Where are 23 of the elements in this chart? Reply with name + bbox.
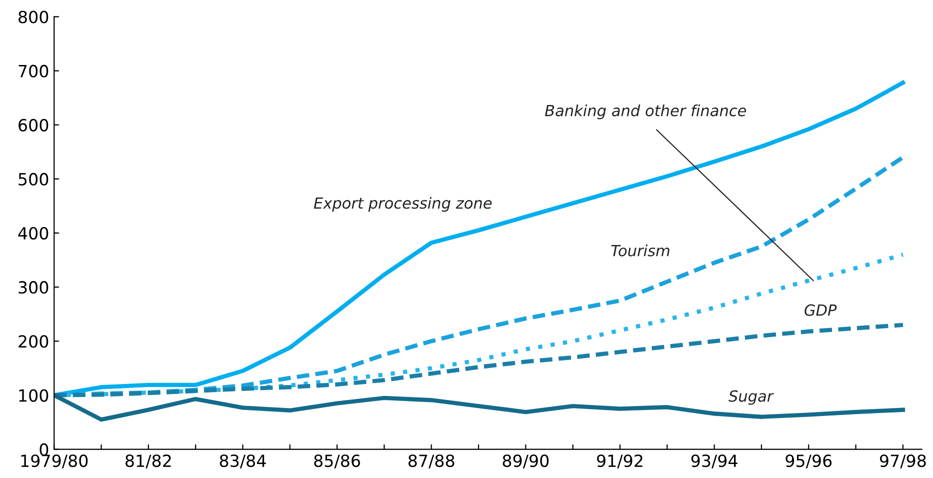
x-tick-label: 83/84 <box>220 454 266 468</box>
x-tick-label: 89/90 <box>502 454 549 468</box>
y-tick-label: 700 <box>18 64 48 78</box>
x-tick-label: 87/88 <box>408 454 454 468</box>
y-tick-label: 300 <box>18 281 48 294</box>
y-tick-label: 800 <box>18 10 48 24</box>
series-label: GDP <box>804 304 837 316</box>
text: Banking and other finance <box>544 104 746 120</box>
x-tick-label: 91/92 <box>597 454 642 468</box>
series-label: Sugar <box>728 390 774 405</box>
y-tick-label: 600 <box>18 118 48 132</box>
series-label: Tourism <box>611 244 670 256</box>
x-tick-label: 95/96 <box>786 454 832 468</box>
x-tick-label: 81/82 <box>126 454 171 468</box>
series-label: Export processing zone <box>314 196 492 212</box>
y-tick-label: 500 <box>18 172 48 186</box>
y-tick-label: 200 <box>18 335 48 348</box>
x-tick-label: 1979/80 <box>21 454 88 468</box>
x-tick-label: 93/94 <box>691 454 738 468</box>
x-tick-label: 97/98 <box>880 454 926 468</box>
x-tick-label: 85/86 <box>314 454 360 468</box>
y-tick-label: 100 <box>19 389 48 402</box>
y-tick-label: 400 <box>18 226 48 240</box>
